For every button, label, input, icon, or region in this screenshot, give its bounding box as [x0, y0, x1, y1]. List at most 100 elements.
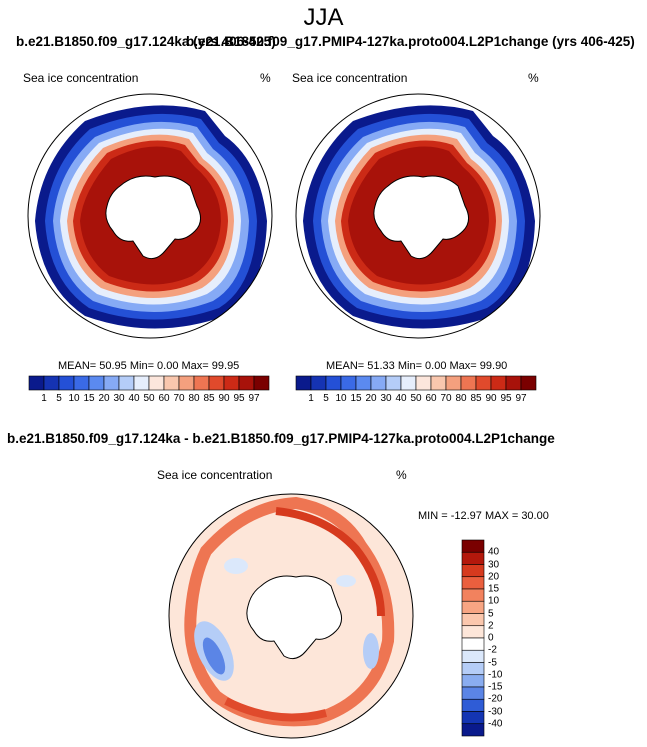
- colorbar-swatch: [193, 375, 210, 391]
- colorbar-swatch: [253, 375, 270, 391]
- colorbar-tick-label: 85: [470, 393, 482, 404]
- colorbar-swatch: [238, 375, 255, 391]
- left-polar-map: [27, 93, 273, 339]
- colorbar-swatch: [28, 375, 45, 391]
- colorbar-swatch: [58, 375, 75, 391]
- colorbar-swatch: [223, 375, 240, 391]
- colorbar-swatch: [325, 375, 342, 391]
- colorbar-tick-label: 15: [83, 393, 95, 404]
- colorbar-swatch: [461, 588, 485, 602]
- diff-polar-map: [168, 493, 414, 739]
- colorbar-swatch: [461, 674, 485, 688]
- colorbar-swatch: [415, 375, 432, 391]
- colorbar-swatch: [118, 375, 135, 391]
- colorbar-swatch: [461, 564, 485, 578]
- colorbar-tick-label: 1: [41, 393, 47, 404]
- colorbar-swatch: [430, 375, 447, 391]
- colorbar-swatch: [310, 375, 327, 391]
- colorbar-swatch: [475, 375, 492, 391]
- colorbar-tick-label: 30: [380, 393, 392, 404]
- colorbar-tick-label: -40: [488, 718, 503, 730]
- colorbar-swatch: [520, 375, 537, 391]
- colorbar-tick-label: 10: [68, 393, 80, 404]
- colorbar-swatch: [461, 613, 485, 627]
- colorbar-tick-label: -2: [488, 644, 497, 656]
- colorbar-swatch: [340, 375, 357, 391]
- colorbar-tick-label: 50: [143, 393, 155, 404]
- colorbar-swatch: [385, 375, 402, 391]
- diff-colorbar-ticks: 40 30 20 15 10 5 2 0 -2 -5 -10 -15 -20 -30 -40: [488, 540, 518, 736]
- colorbar-swatch: [461, 662, 485, 676]
- colorbar-tick-label: -15: [488, 681, 503, 693]
- colorbar-swatch: [103, 375, 120, 391]
- colorbar-tick-label: 5: [323, 393, 329, 404]
- diff-units-label: %: [396, 468, 407, 482]
- right-stats: MEAN= 51.33 Min= 0.00 Max= 99.90: [326, 360, 508, 372]
- season-title: JJA: [303, 4, 344, 31]
- left-colorbar: [28, 375, 270, 391]
- colorbar-swatch: [178, 375, 195, 391]
- colorbar-swatch: [445, 375, 462, 391]
- colorbar-tick-label: 95: [500, 393, 512, 404]
- colorbar-tick-label: 40: [488, 546, 500, 558]
- left-units-label: %: [260, 71, 271, 85]
- right-colorbar-ticks: 1 5 10 15 20 30 40 50 60 70 80 85 90 95 97: [296, 393, 536, 407]
- colorbar-tick-label: 40: [395, 393, 407, 404]
- colorbar-tick-label: 95: [233, 393, 245, 404]
- colorbar-swatch: [461, 539, 485, 553]
- colorbar-swatch: [461, 649, 485, 663]
- colorbar-tick-label: 40: [128, 393, 140, 404]
- colorbar-tick-label: 30: [488, 559, 500, 570]
- colorbar-tick-label: 15: [350, 393, 362, 404]
- colorbar-swatch: [461, 600, 485, 614]
- colorbar-swatch: [505, 375, 522, 391]
- colorbar-tick-label: 0: [488, 632, 494, 644]
- colorbar-tick-label: 70: [440, 393, 452, 404]
- colorbar-swatch: [148, 375, 165, 391]
- colorbar-tick-label: 15: [488, 583, 500, 595]
- colorbar-swatch: [163, 375, 180, 391]
- right-polar-map: [295, 93, 541, 339]
- colorbar-tick-label: 90: [485, 393, 497, 404]
- diff-stats: MIN = -12.97 MAX = 30.00: [418, 510, 549, 522]
- colorbar-tick-label: 70: [173, 393, 185, 404]
- colorbar-tick-label: 80: [455, 393, 467, 404]
- colorbar-tick-label: 10: [335, 393, 347, 404]
- colorbar-tick-label: 60: [425, 393, 437, 404]
- colorbar-tick-label: -5: [488, 657, 497, 668]
- diff-title: b.e21.B1850.f09_g17.124ka - b.e21.B1850.…: [7, 431, 555, 446]
- right-units-label: %: [528, 71, 539, 85]
- colorbar-swatch: [73, 375, 90, 391]
- colorbar-tick-label: -30: [488, 706, 503, 717]
- colorbar-tick-label: 97: [248, 393, 260, 404]
- colorbar-tick-label: 1: [308, 393, 314, 404]
- colorbar-tick-label: -10: [488, 669, 503, 681]
- colorbar-tick-label: 85: [203, 393, 215, 404]
- colorbar-swatch: [208, 375, 225, 391]
- colorbar-tick-label: 60: [158, 393, 170, 404]
- colorbar-swatch: [490, 375, 507, 391]
- colorbar-swatch: [370, 375, 387, 391]
- colorbar-tick-label: 30: [113, 393, 125, 404]
- colorbar-swatch: [461, 711, 485, 725]
- colorbar-tick-label: 5: [56, 393, 62, 404]
- colorbar-swatch: [400, 375, 417, 391]
- diff-variable-label: Sea ice concentration: [157, 468, 273, 482]
- colorbar-swatch: [461, 698, 485, 712]
- colorbar-swatch: [461, 576, 485, 590]
- colorbar-tick-label: 97: [515, 393, 527, 404]
- left-variable-label: Sea ice concentration: [23, 71, 139, 85]
- colorbar-swatch: [460, 375, 477, 391]
- left-stats: MEAN= 50.95 Min= 0.00 Max= 99.95: [58, 360, 240, 372]
- colorbar-swatch: [461, 625, 485, 639]
- right-variable-label: Sea ice concentration: [292, 71, 408, 85]
- case1-title: b.e21.B1850.f09_g17.124ka (yrs 406-425): [16, 34, 276, 49]
- colorbar-swatch: [295, 375, 312, 391]
- colorbar-swatch: [43, 375, 60, 391]
- colorbar-tick-label: -20: [488, 693, 503, 705]
- diff-colorbar: [461, 539, 485, 737]
- colorbar-tick-label: 80: [188, 393, 200, 404]
- colorbar-tick-label: 2: [488, 620, 494, 632]
- colorbar-swatch: [355, 375, 372, 391]
- left-colorbar-ticks: 1 5 10 15 20 30 40 50 60 70 80 85 90 95 97: [29, 393, 269, 407]
